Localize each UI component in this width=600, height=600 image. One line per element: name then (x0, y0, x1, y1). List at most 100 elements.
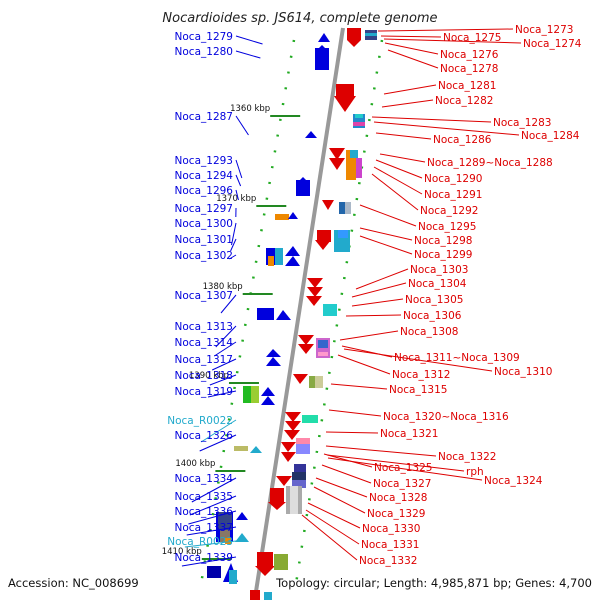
gene-label-noca-1319[interactable]: Noca_1319 (175, 386, 233, 398)
gene-label-noca-1326[interactable]: Noca_1326 (175, 430, 234, 442)
gene-label-noca-1279[interactable]: Noca_1279 (175, 31, 233, 43)
gene-arrow-noca-1316 (285, 412, 301, 422)
gene-label-noca-1301[interactable]: Noca_1301 (175, 234, 233, 246)
leader-line (199, 434, 237, 452)
leader-line (207, 390, 237, 398)
gene-label-noca-1310[interactable]: Noca_1310 (494, 366, 552, 378)
gene-label-noca-1330[interactable]: Noca_1330 (362, 523, 420, 535)
gene-label-noca-1331[interactable]: Noca_1331 (361, 539, 419, 551)
gene-block-noca-1339 (207, 566, 221, 578)
kbp-label: 1380 kbp (203, 282, 243, 292)
gene-label-noca-1311-noca-1309[interactable]: Noca_1311~Noca_1309 (394, 352, 520, 364)
gene-label-noca-1308[interactable]: Noca_1308 (400, 326, 458, 338)
gene-label-noca-1287[interactable]: Noca_1287 (175, 111, 233, 123)
gene-label-noca-1276[interactable]: Noca_1276 (440, 49, 499, 61)
gene-arrow-noca-1313 (266, 349, 281, 357)
gene-label-noca-1327[interactable]: Noca_1327 (373, 478, 431, 490)
gene-label-noca-1334[interactable]: Noca_1334 (175, 473, 234, 485)
gene-label-noca-1332[interactable]: Noca_1332 (359, 555, 417, 567)
leader-line (189, 495, 237, 516)
leader-line (330, 383, 388, 390)
gene-label-noca-1284[interactable]: Noca_1284 (521, 130, 580, 142)
gene-block-noca-1307 (257, 308, 274, 320)
gene-label-noca-1297[interactable]: Noca_1297 (175, 203, 233, 215)
gene-label-noca-1325[interactable]: Noca_1325 (374, 462, 432, 474)
gene-label-noca-1295[interactable]: Noca_1295 (418, 221, 476, 233)
gene-label-noca-1274[interactable]: Noca_1274 (523, 38, 582, 50)
gene-label-noca-1335[interactable]: Noca_1335 (175, 491, 233, 503)
kbp-label: 1370 kbp (216, 194, 256, 204)
gene-label-noca-1283[interactable]: Noca_1283 (493, 117, 551, 129)
gene-label-noca-1336[interactable]: Noca_1336 (175, 506, 234, 518)
gene-label-noca-1329[interactable]: Noca_1329 (367, 508, 425, 520)
gene-label-noca-1298[interactable]: Noca_1298 (414, 235, 472, 247)
gene-label-noca-1337[interactable]: Noca_1337 (175, 522, 233, 534)
leader-line (345, 314, 402, 317)
leader-line (377, 28, 514, 32)
leader-line (359, 235, 413, 255)
gene-glyphs (207, 28, 377, 600)
gene-label-noca-1296[interactable]: Noca_1296 (175, 185, 234, 197)
gene-label-noca-1339[interactable]: Noca_1339 (175, 552, 233, 564)
gene-label-noca-1313[interactable]: Noca_1313 (175, 321, 233, 333)
gene-block-noca-1329 (270, 488, 284, 502)
gene-label-noca-1303[interactable]: Noca_1303 (410, 264, 468, 276)
kbp-scale: 1360 kbp 1370 kbp 1380 kbp 1390 kbp 1400 kbp… (162, 104, 301, 560)
gene-label-noca-1290[interactable]: Noca_1290 (424, 173, 482, 185)
gene-label-noca-1275[interactable]: Noca_1275 (443, 32, 501, 44)
gene-label-noca-1292[interactable]: Noca_1292 (420, 205, 478, 217)
gene-label-noca-1289-noca-1288[interactable]: Noca_1289~Noca_1288 (427, 157, 553, 169)
gene-label-noca-1294[interactable]: Noca_1294 (175, 170, 234, 182)
leader-line (313, 486, 366, 514)
gene-label-noca-1280[interactable]: Noca_1280 (175, 46, 233, 58)
leader-line (230, 238, 237, 252)
gene-label-noca-1302[interactable]: Noca_1302 (175, 250, 233, 262)
gene-label-noca-1273[interactable]: Noca_1273 (515, 24, 573, 36)
leader-line (326, 454, 465, 472)
gene-label-noca-1328[interactable]: Noca_1328 (369, 492, 427, 504)
map-title: Nocardioides sp. JS614, complete genome (162, 11, 437, 26)
gene-label-noca-1281[interactable]: Noca_1281 (438, 80, 496, 92)
gene-label-noca-1322[interactable]: Noca_1322 (438, 451, 496, 463)
leader-line (321, 464, 372, 484)
leader-line (307, 502, 361, 529)
gene-label-noca-1299[interactable]: Noca_1299 (414, 249, 472, 261)
gene-label-noca-1320-noca-1316[interactable]: Noca_1320~Noca_1316 (383, 411, 509, 423)
gene-arrow-noca-1295 (322, 200, 334, 210)
leader-line (191, 477, 237, 503)
gene-block-noca-1332 (257, 552, 273, 568)
leader-line (188, 510, 237, 525)
gene-block-noca-1281 (336, 84, 354, 96)
gene-label-noca-1282[interactable]: Noca_1282 (435, 95, 493, 107)
gene-label-noca-1306[interactable]: Noca_1306 (403, 310, 462, 322)
leader-line (327, 457, 483, 481)
kbp-label: 1360 kbp (230, 104, 270, 114)
gene-label-noca-r0022[interactable]: Noca_R0022 (167, 415, 233, 427)
leader-line (181, 556, 237, 567)
gene-label-noca-r0023[interactable]: Noca_R0023 (167, 536, 233, 548)
leader-line (235, 35, 263, 45)
gene-label-noca-1304[interactable]: Noca_1304 (408, 278, 467, 290)
gene-label-noca-1305[interactable]: Noca_1305 (405, 294, 463, 306)
kbp-label: 1400 kbp (175, 459, 215, 469)
leader-line (209, 374, 237, 386)
gene-label-noca-1318[interactable]: Noca_1318 (175, 370, 233, 382)
gene-label-noca-1293[interactable]: Noca_1293 (175, 155, 233, 167)
gene-label-noca-1314[interactable]: Noca_1314 (175, 337, 234, 349)
leader-line (373, 166, 423, 195)
gene-label-noca-1300[interactable]: Noca_1300 (175, 218, 233, 230)
gene-label-noca-1312[interactable]: Noca_1312 (392, 369, 450, 381)
gene-label-noca-1278[interactable]: Noca_1278 (440, 63, 498, 75)
gene-label-noca-1315[interactable]: Noca_1315 (389, 384, 447, 396)
leader-line (375, 132, 432, 140)
leader-line (235, 159, 243, 179)
gene-label-rph[interactable]: rph (466, 466, 484, 478)
leader-line (301, 514, 358, 561)
gene-label-noca-1291[interactable]: Noca_1291 (424, 189, 482, 201)
gene-label-noca-1324[interactable]: Noca_1324 (484, 475, 543, 487)
leader-line (325, 431, 379, 434)
gene-label-noca-1286[interactable]: Noca_1286 (433, 134, 492, 146)
gene-label-noca-1317[interactable]: Noca_1317 (175, 354, 233, 366)
gene-label-noca-1307[interactable]: Noca_1307 (175, 290, 233, 302)
gene-label-noca-1321[interactable]: Noca_1321 (380, 428, 438, 440)
